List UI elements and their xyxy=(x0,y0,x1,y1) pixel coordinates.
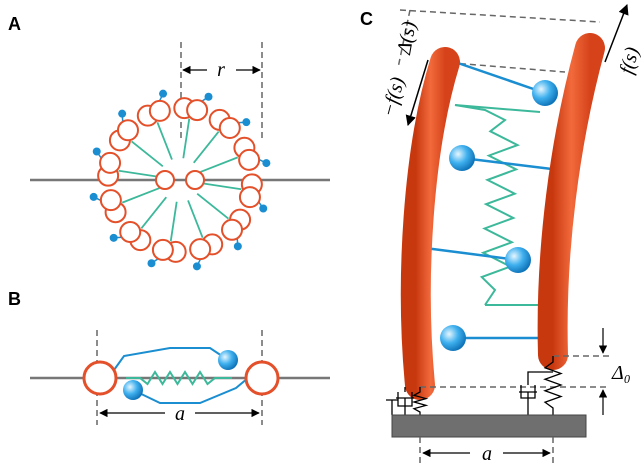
bead xyxy=(118,109,127,118)
panel-label: B xyxy=(8,289,21,309)
bead xyxy=(89,192,98,201)
bead xyxy=(204,92,213,101)
spoke xyxy=(196,193,230,220)
ring-node xyxy=(221,218,244,241)
ring-node xyxy=(151,238,174,261)
ring-node xyxy=(119,221,142,244)
panel-c: Δ(s) −f(s) f(s) Δ₀ a xyxy=(378,4,641,467)
spoke xyxy=(130,140,164,167)
bead xyxy=(192,262,201,271)
dimension-label: r xyxy=(217,59,225,81)
ring-node xyxy=(148,99,171,122)
bead xyxy=(147,259,156,268)
offset-label: Δ₀ xyxy=(611,362,631,384)
dimension-label: a xyxy=(482,443,492,465)
shift-label: Δ(s) xyxy=(393,19,421,56)
ring-node xyxy=(99,189,122,212)
bead xyxy=(242,118,251,127)
ring-node xyxy=(189,238,212,261)
spoke xyxy=(200,156,239,173)
spoke xyxy=(201,182,242,191)
center-node xyxy=(155,170,175,190)
force-label: −f(s) xyxy=(378,74,410,119)
ring-node xyxy=(186,99,209,122)
bead xyxy=(259,204,268,213)
spoke xyxy=(140,196,167,230)
spoke xyxy=(118,169,159,178)
spoke xyxy=(169,201,178,242)
spoke xyxy=(121,187,160,204)
ring-node xyxy=(116,119,139,142)
panel-b: a xyxy=(30,330,330,425)
spoke xyxy=(182,118,191,159)
center-node xyxy=(185,170,205,190)
bead xyxy=(159,89,168,98)
spoke xyxy=(187,200,204,239)
force-label: f(s) xyxy=(616,45,641,77)
bead xyxy=(233,242,242,251)
panel-label: A xyxy=(8,14,21,34)
ring-node xyxy=(238,186,261,209)
spoke xyxy=(193,130,220,164)
bead xyxy=(262,159,271,168)
dimension-label: a xyxy=(175,403,185,425)
bead xyxy=(92,147,101,156)
bead xyxy=(109,233,118,242)
ring-node xyxy=(218,116,241,139)
spoke xyxy=(156,121,173,160)
panel-label: C xyxy=(360,9,373,29)
ring-node xyxy=(99,151,122,174)
panel-a: r xyxy=(30,42,330,271)
ring-node xyxy=(238,148,261,171)
